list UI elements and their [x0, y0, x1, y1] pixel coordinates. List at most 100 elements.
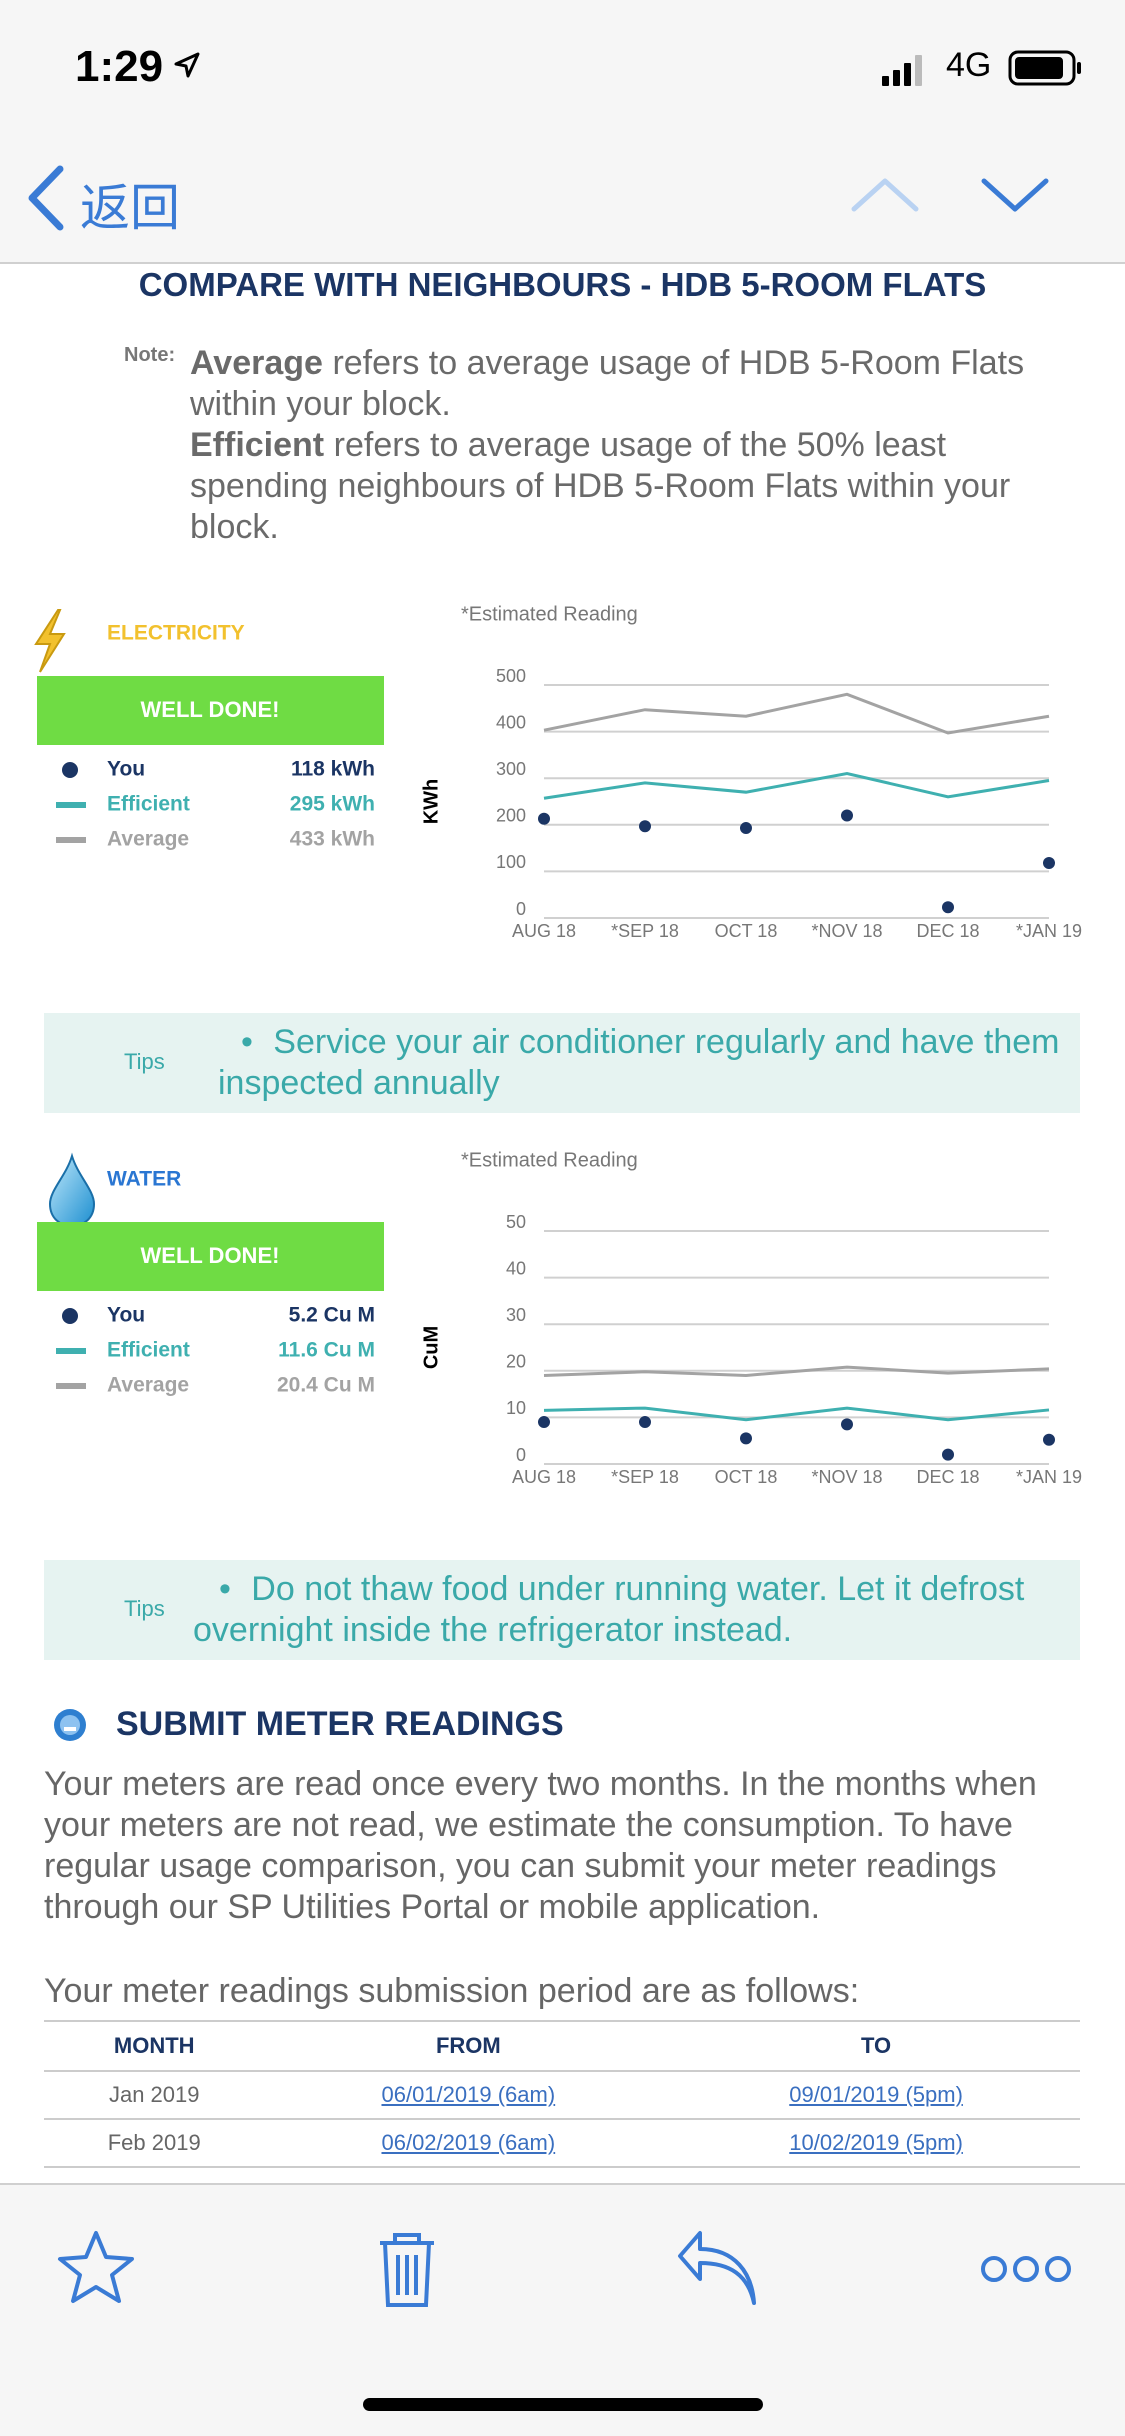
x-tick-label: AUG 18 — [512, 921, 576, 941]
link-cell[interactable]: 06/02/2019 (6am) — [264, 2119, 673, 2168]
location-icon — [174, 52, 200, 78]
data-point — [639, 820, 651, 833]
tip-label: Tips — [124, 1049, 165, 1074]
x-tick-label: *NOV 18 — [811, 1467, 882, 1487]
table-header: MONTH FROM TO — [44, 2020, 1080, 2072]
note-text: refers to average usage of the 50% least… — [190, 426, 1011, 546]
tip-text: Service your air conditioner regularly a… — [218, 1022, 1068, 1104]
previous-button[interactable] — [850, 175, 920, 215]
trash-button[interactable] — [380, 2233, 434, 2307]
legend-name: Efficient — [107, 1339, 190, 1362]
utility-label: ELECTRICITY — [107, 622, 245, 645]
legend-value: 5.2 Cu M — [289, 1304, 375, 1327]
table-row: Feb 2019 06/02/2019 (6am) 10/02/2019 (5p… — [44, 2119, 1080, 2168]
legend-value: 20.4 Cu M — [277, 1374, 375, 1397]
data-point — [740, 822, 752, 835]
note-label: Note: — [124, 344, 176, 366]
cell: Feb 2019 — [44, 2119, 265, 2168]
toolbar — [0, 2183, 1125, 2436]
note-term: Efficient — [190, 426, 325, 464]
note-term: Average — [190, 344, 323, 382]
x-tick-label: DEC 18 — [916, 921, 979, 941]
header-cell: TO — [672, 2020, 1080, 2072]
legend-marker — [62, 762, 78, 778]
water-icon — [48, 1152, 96, 1228]
table-row: Jan 2019 06/01/2019 (6am) 09/01/2019 (5p… — [44, 2071, 1080, 2120]
data-point — [538, 812, 550, 825]
data-point — [1043, 1433, 1055, 1446]
status-time: 1:29 — [75, 42, 164, 91]
x-tick-label: OCT 18 — [715, 921, 778, 941]
legend-name: Average — [107, 1374, 189, 1397]
cell: Jan 2019 — [44, 2071, 265, 2120]
more-button[interactable] — [981, 2256, 1071, 2282]
data-point — [538, 1416, 550, 1429]
y-tick-label: 500 — [496, 666, 526, 686]
status-box — [37, 676, 384, 745]
note-text: refers to average usage of HDB 5-Room Fl… — [190, 344, 1025, 423]
data-point — [841, 809, 853, 822]
y-tick-label: 40 — [506, 1258, 526, 1278]
x-tick-label: DEC 18 — [916, 1467, 979, 1487]
data-point — [841, 1418, 853, 1431]
legend-marker — [62, 1308, 78, 1324]
heading: COMPARE WITH NEIGHBOURS - HDB 5-ROOM FLA… — [138, 266, 987, 303]
legend-value: 295 kWh — [290, 793, 375, 816]
submission-table: MONTH FROM TO Jan 2019 06/01/2019 (6am) … — [44, 2020, 1080, 2168]
series-line — [543, 692, 1050, 735]
y-tick-label: 0 — [516, 899, 526, 919]
home-indicator — [363, 2398, 763, 2411]
y-tick-label: 200 — [496, 806, 526, 826]
link-cell[interactable]: 09/01/2019 (5pm) — [672, 2071, 1080, 2120]
signal-icon — [882, 55, 922, 86]
paragraph: Your meter readings submission period ar… — [44, 1972, 860, 2010]
note-item: Average refers to average usage of HDB 5-… — [190, 343, 1090, 425]
link-cell[interactable]: 10/02/2019 (5pm) — [672, 2119, 1080, 2168]
tip-text: Do not thaw food under running water. Le… — [193, 1569, 1073, 1651]
y-tick-label: 300 — [496, 759, 526, 779]
legend-value: 118 kWh — [291, 758, 375, 781]
water-chart: *Estimated Reading CuM 0 10 20 30 40 50 AUG 18 *S… — [37, 1149, 1082, 1487]
electricity-chart: *Estimated Reading KWh 0 100 200 300 400 500 AUG… — [34, 603, 1082, 941]
y-axis-label: KWh — [420, 779, 442, 825]
note-item: Efficient refers to average usage of the … — [190, 425, 1090, 548]
estimated-note: *Estimated Reading — [461, 1149, 638, 1171]
status-text: WELL DONE! — [141, 1243, 280, 1268]
y-tick-label: 100 — [496, 852, 526, 872]
paragraph: Your meters are read once every two mont… — [44, 1765, 1037, 1926]
y-tick-label: 30 — [506, 1305, 526, 1325]
x-tick-label: *JAN 19 — [1016, 1467, 1082, 1487]
section-title: SUBMIT METER READINGS — [116, 1705, 564, 1743]
status-box — [37, 1222, 384, 1291]
series-line — [543, 1406, 1050, 1422]
series-line — [543, 772, 1050, 800]
x-tick-label: OCT 18 — [715, 1467, 778, 1487]
data-point — [942, 1448, 954, 1461]
note: Average refers to average usage of HDB 5-… — [190, 343, 1090, 548]
legend-name: You — [107, 758, 145, 781]
legend-name: Average — [107, 828, 189, 851]
flag-button[interactable] — [58, 2231, 134, 2303]
x-tick-label: AUG 18 — [512, 1467, 576, 1487]
series-line — [543, 1365, 1050, 1377]
data-point — [740, 1432, 752, 1445]
battery-icon — [1008, 50, 1081, 86]
data-point — [942, 901, 954, 914]
x-tick-label: *JAN 19 — [1016, 921, 1082, 941]
legend-name: You — [107, 1304, 145, 1327]
x-tick-label: *SEP 18 — [611, 1467, 679, 1487]
y-tick-label: 20 — [506, 1352, 526, 1372]
header-cell: FROM — [264, 2020, 673, 2072]
back-button[interactable]: 返回 — [80, 180, 180, 236]
tip-box: Tips Service your air conditioner regula… — [44, 1013, 1080, 1113]
legend-value: 433 kWh — [290, 828, 375, 851]
reply-button[interactable] — [678, 2231, 756, 2305]
legend-name: Efficient — [107, 793, 190, 816]
estimated-note: *Estimated Reading — [461, 603, 638, 625]
back-chevron[interactable] — [24, 165, 68, 231]
status-text: WELL DONE! — [141, 697, 280, 722]
header-cell: MONTH — [44, 2020, 265, 2072]
link-cell[interactable]: 06/01/2019 (6am) — [264, 2071, 673, 2120]
next-button[interactable] — [980, 175, 1050, 215]
